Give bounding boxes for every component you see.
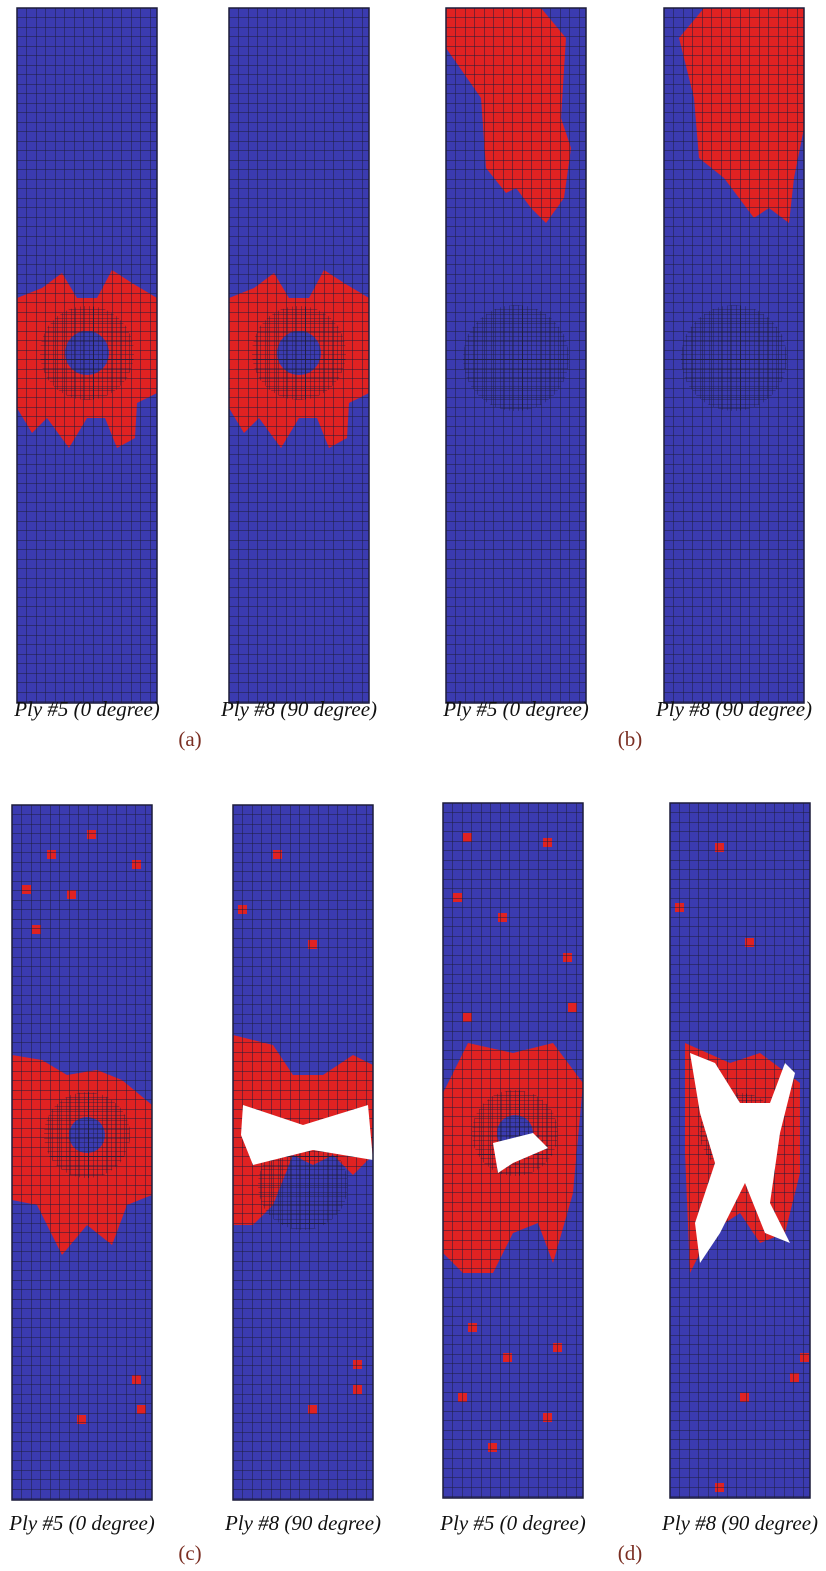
panel-label: Ply #8 (90 degree): [224, 1511, 381, 1535]
panel-border: [16, 7, 158, 704]
mesh-panel: [228, 7, 370, 704]
failed-region: [690, 1053, 795, 1263]
mesh-panel: [663, 7, 805, 704]
panel-border: [445, 7, 587, 704]
panel-label: Ply #5 (0 degree): [13, 697, 160, 721]
subfigure-caption: (d): [618, 1541, 643, 1565]
fine-mesh: [681, 305, 787, 411]
mesh-panel: [11, 804, 153, 1501]
panel-border: [11, 804, 153, 1501]
panel-label: Ply #5 (0 degree): [442, 697, 589, 721]
mesh-panel: [232, 804, 374, 1501]
panel-label: Ply #5 (0 degree): [439, 1511, 586, 1535]
failed-region: [493, 1133, 548, 1173]
panel-label: Ply #5 (0 degree): [8, 1511, 155, 1535]
panel-label: Ply #8 (90 degree): [655, 697, 812, 721]
panel-border: [232, 804, 374, 1501]
panel-label: Ply #8 (90 degree): [220, 697, 377, 721]
subfigure-caption: (b): [618, 727, 643, 751]
failed-region: [241, 1105, 373, 1165]
mesh-panel: [16, 7, 158, 704]
mesh-panel: [669, 802, 811, 1499]
panel-border: [669, 802, 811, 1499]
fine-mesh: [44, 1092, 130, 1178]
panel-border: [442, 802, 584, 1499]
fine-mesh: [252, 306, 346, 400]
mesh-panel: [442, 802, 584, 1499]
panel-border: [663, 7, 805, 704]
fine-mesh: [258, 1140, 348, 1230]
subfigure-caption: (a): [178, 727, 201, 751]
fine-mesh: [472, 1090, 558, 1176]
subfigure-caption: (c): [178, 1541, 201, 1565]
fine-mesh: [40, 306, 134, 400]
panel-border: [228, 7, 370, 704]
panel-label: Ply #8 (90 degree): [661, 1511, 818, 1535]
fine-mesh: [463, 305, 569, 411]
mesh-panel: [445, 7, 587, 704]
